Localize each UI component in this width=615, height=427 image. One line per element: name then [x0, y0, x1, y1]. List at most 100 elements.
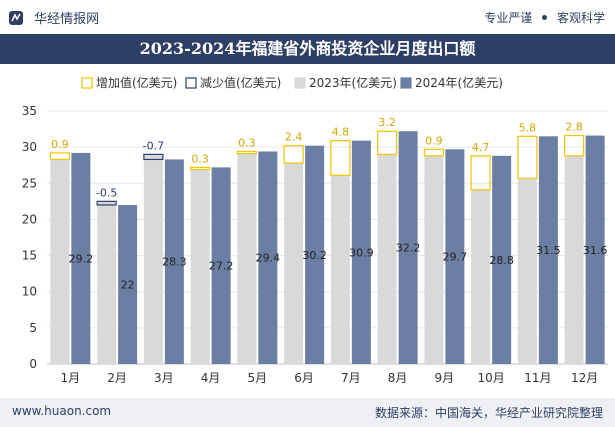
- bar-2024-2: [118, 204, 138, 364]
- increase-box-7: [330, 140, 351, 176]
- increase-box-11: [517, 135, 538, 179]
- bar-2024-1: [71, 152, 91, 364]
- bar-2023-8: [377, 154, 397, 364]
- y-tick-label-35: 35: [22, 104, 37, 118]
- x-axis: 1月 2月 3月 4月 5月 6月 7月 8月 9月 10月 11月 12月: [61, 371, 599, 385]
- y-tick-label-0: 0: [29, 357, 37, 371]
- bar-2023-11: [517, 178, 537, 364]
- increase-box-4: [190, 166, 211, 171]
- bar-2023-7: [330, 175, 350, 364]
- website-link[interactable]: www.huaon.com: [12, 404, 112, 418]
- value-label-2024-6: 30.2: [302, 249, 327, 262]
- chart-bars: 0.9 29.2 -0.5 22 -0.7 28.3 0.3 27.2 0.3 29.4 2.4 30…: [49, 116, 608, 364]
- decrease-box-2: [96, 200, 117, 206]
- value-label-2024-12: 31.6: [583, 244, 608, 257]
- title-bar: 2023-2024年福建省外商投资企业月度出口额: [0, 34, 615, 64]
- change-label-5: 0.3: [238, 136, 256, 149]
- bar-2023-2: [97, 201, 117, 364]
- change-label-10: 4.7: [472, 141, 490, 154]
- legend-label-3: 2023年(亿美元): [309, 75, 397, 90]
- x-tick-label-2: 2月: [107, 371, 127, 385]
- separator-dot-icon: [542, 15, 548, 20]
- value-label-2024-11: 31.5: [536, 244, 561, 257]
- value-label-2024-9: 29.7: [443, 251, 468, 264]
- bar-2024-5: [258, 151, 278, 364]
- change-label-6: 2.4: [285, 131, 303, 144]
- increase-box-10: [470, 155, 491, 191]
- x-tick-label-9: 9月: [435, 371, 455, 385]
- legend-label-2: 减少值(亿美元): [200, 75, 281, 90]
- increase-box-6: [283, 145, 304, 164]
- legend-swatch-4: [400, 77, 412, 89]
- x-tick-label-6: 6月: [294, 371, 314, 385]
- huajing-logo-icon: [9, 11, 23, 25]
- x-tick-label-7: 7月: [341, 371, 361, 385]
- header-tags: 专业严谨 客观科学: [484, 9, 605, 26]
- bar-2023-5: [237, 153, 257, 364]
- legend-label-4: 2024年(亿美元): [415, 75, 503, 90]
- legend-swatch-1: [81, 77, 93, 89]
- decrease-box-3: [143, 153, 164, 161]
- y-tick-label-15: 15: [22, 249, 37, 263]
- increase-box-8: [377, 130, 398, 155]
- bar-2023-4: [190, 169, 210, 364]
- y-tick-label-20: 20: [22, 212, 37, 226]
- value-label-2024-10: 28.8: [489, 254, 514, 267]
- value-label-2024-1: 29.2: [69, 252, 94, 265]
- bar-2024-3: [164, 159, 184, 364]
- value-label-2024-4: 27.2: [209, 260, 234, 273]
- x-tick-label-3: 3月: [154, 371, 174, 385]
- bar-2024-9: [445, 149, 465, 364]
- bar-chart: 增加值(亿美元) 减少值(亿美元) 2023年(亿美元) 2024年(亿美元) 0 5 1…: [22, 75, 608, 385]
- bar-2023-1: [50, 159, 70, 364]
- change-label-7: 4.8: [332, 126, 350, 139]
- value-label-2024-8: 32.2: [396, 242, 421, 255]
- x-tick-label-11: 11月: [524, 371, 551, 385]
- y-axis: 0 5 10 15 20 25 30 35: [22, 104, 37, 371]
- bar-2023-3: [143, 154, 163, 364]
- change-label-11: 5.8: [519, 121, 537, 134]
- y-tick-label-5: 5: [29, 321, 37, 335]
- change-label-8: 3.2: [378, 116, 396, 129]
- x-tick-label-12: 12月: [571, 371, 598, 385]
- value-label-2024-2: 22: [121, 278, 135, 291]
- change-label-1: 0.9: [51, 138, 69, 151]
- value-label-2024-7: 30.9: [349, 246, 374, 259]
- bar-2023-12: [564, 155, 584, 364]
- bar-2024-11: [538, 136, 558, 364]
- bar-2024-7: [351, 140, 371, 364]
- change-label-4: 0.3: [191, 152, 209, 165]
- value-label-2024-3: 28.3: [162, 256, 187, 269]
- tag-professional: 专业严谨: [484, 11, 533, 25]
- bar-2023-10: [471, 189, 491, 364]
- x-tick-label-8: 8月: [388, 371, 408, 385]
- increase-box-9: [423, 148, 444, 157]
- bar-2024-8: [398, 131, 418, 364]
- y-tick-label-30: 30: [22, 140, 37, 154]
- value-label-2024-5: 29.4: [256, 252, 281, 265]
- change-label-3: -0.7: [143, 139, 164, 152]
- bar-2024-10: [492, 155, 512, 364]
- data-source: 数据来源：中国海关，华经产业研究院整理: [374, 406, 603, 420]
- x-tick-label-4: 4月: [201, 371, 221, 385]
- change-label-2: -0.5: [96, 186, 117, 199]
- tag-objective: 客观科学: [556, 11, 605, 25]
- bar-2024-12: [585, 135, 605, 364]
- change-label-12: 2.8: [565, 121, 583, 134]
- top-bar: 华经情报网 专业严谨 客观科学: [0, 0, 615, 34]
- chart-grid: [47, 110, 608, 365]
- legend-swatch-2: [185, 77, 197, 89]
- x-tick-label-10: 10月: [477, 371, 504, 385]
- x-tick-label-5: 5月: [248, 371, 268, 385]
- legend-label-1: 增加值(亿美元): [96, 75, 177, 90]
- bar-2024-6: [305, 145, 325, 364]
- bar-2023-6: [284, 163, 304, 364]
- increase-box-5: [236, 150, 257, 155]
- x-tick-label-1: 1月: [61, 371, 81, 385]
- brand: 华经情报网: [8, 8, 99, 27]
- bar-2024-4: [211, 167, 231, 364]
- y-tick-label-10: 10: [22, 285, 37, 299]
- chart-legend: 增加值(亿美元) 减少值(亿美元) 2023年(亿美元) 2024年(亿美元): [81, 75, 503, 90]
- y-tick-label-25: 25: [22, 176, 37, 190]
- chart-title: 2023-2024年福建省外商投资企业月度出口额: [139, 39, 476, 58]
